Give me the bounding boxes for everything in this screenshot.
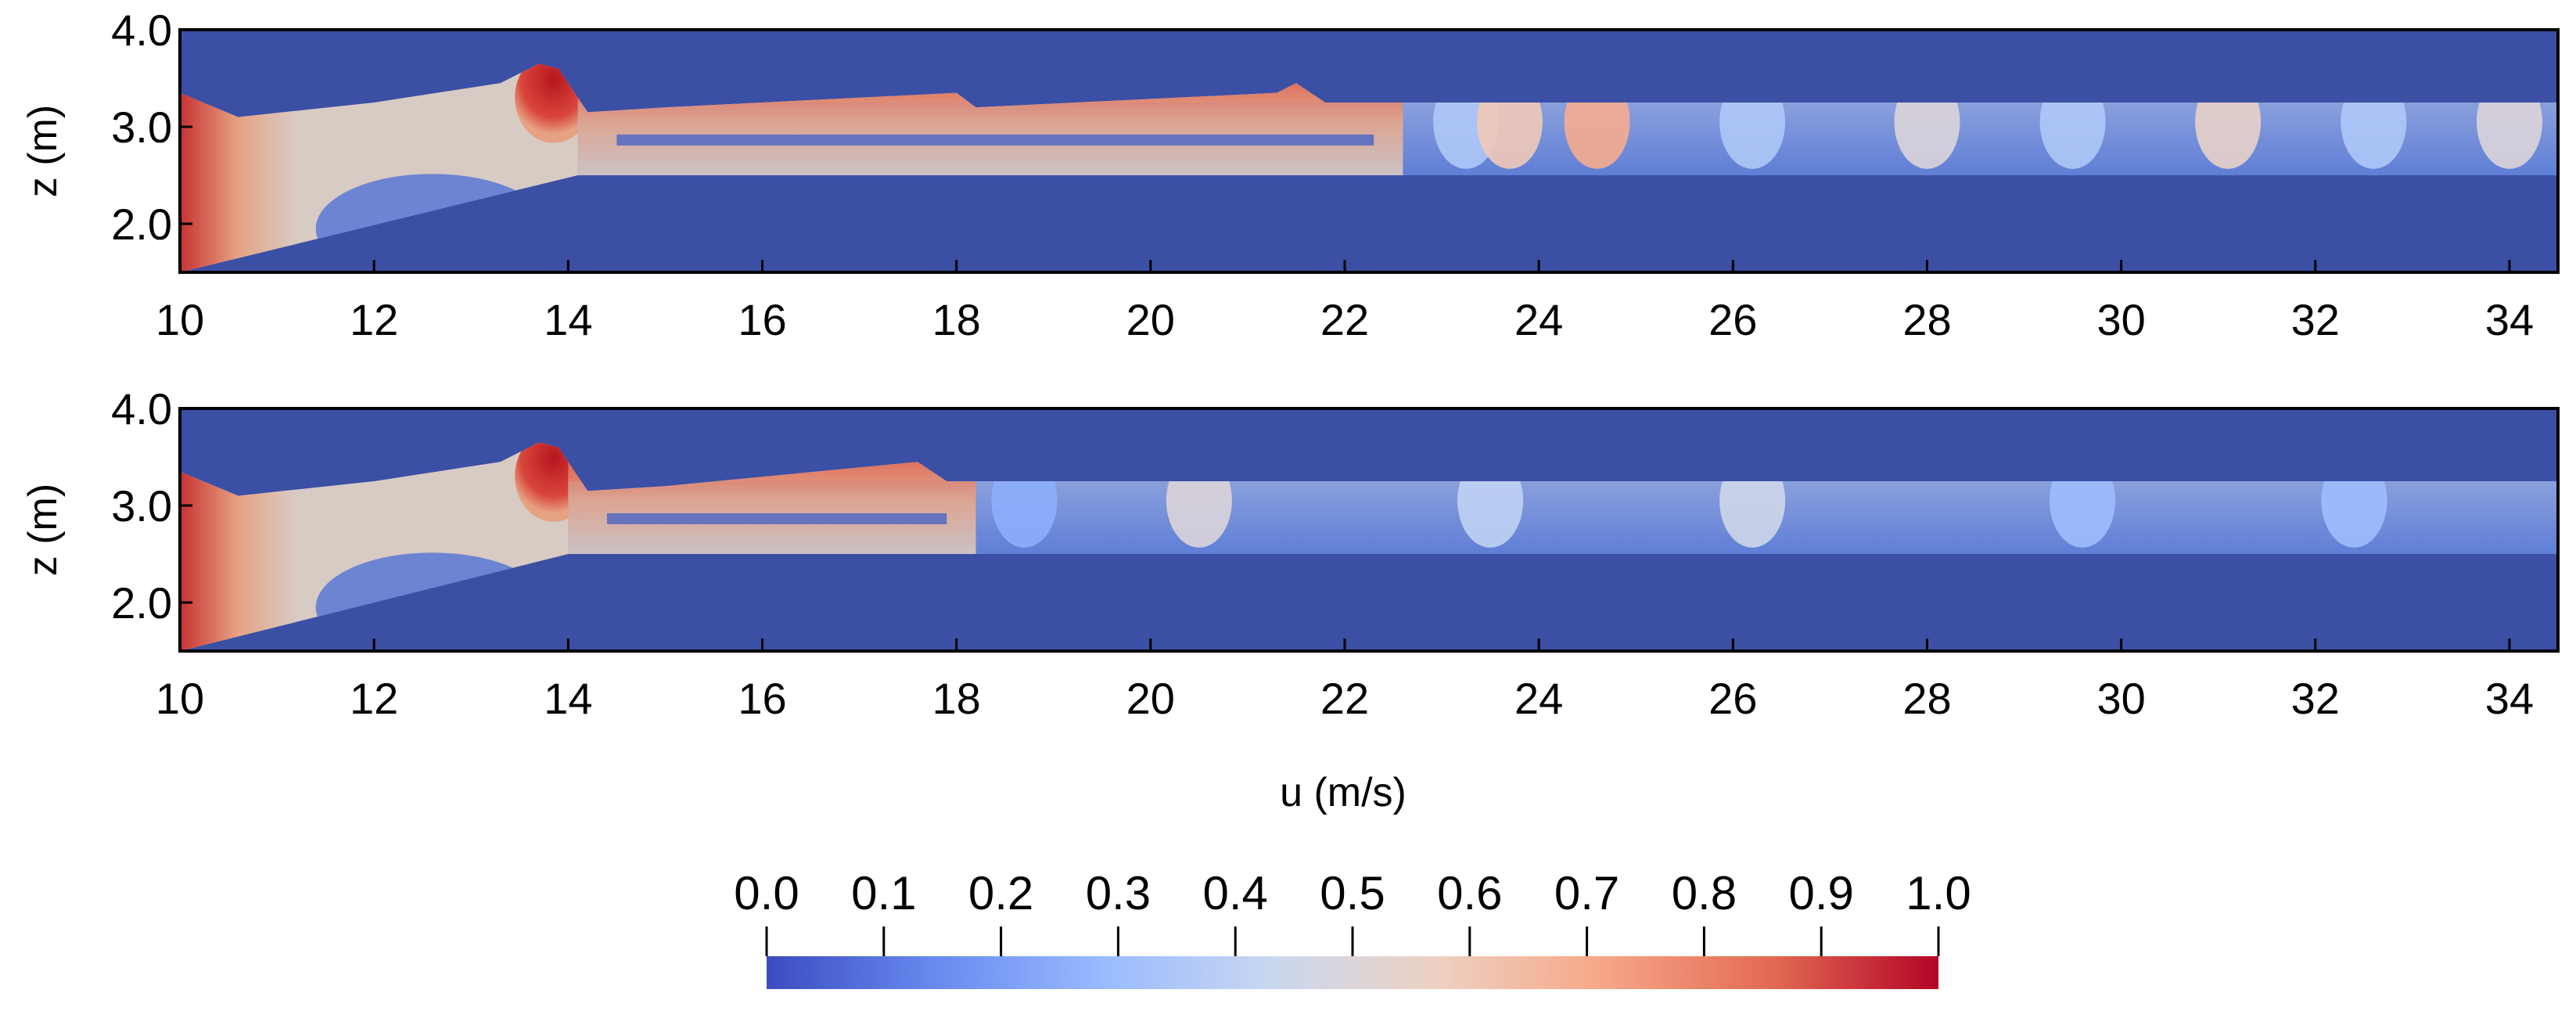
- colorbar-tick-label: 1.0: [1906, 867, 1971, 919]
- x-tick-label: 34: [2485, 674, 2534, 723]
- velocity-field: [180, 30, 2558, 272]
- colorbar-tick-label: 0.0: [734, 867, 799, 919]
- x-tick-label: 32: [2291, 295, 2340, 344]
- x-tick-label: 10: [156, 295, 204, 344]
- y-tick-label: 4.0: [111, 5, 172, 55]
- x-tick-label: 16: [738, 674, 786, 723]
- colorbar-tick-label: 0.4: [1202, 867, 1267, 919]
- x-tick-label: 16: [738, 295, 786, 344]
- x-tick-label: 24: [1514, 674, 1563, 723]
- colorbar-tick-label: 0.9: [1788, 867, 1853, 919]
- x-tick-label: 30: [2096, 674, 2145, 723]
- x-tick-label: 14: [544, 295, 592, 344]
- y-tick-label: 3.0: [111, 103, 172, 152]
- y-tick-label: 3.0: [111, 481, 172, 531]
- colorbar-tick-label: 0.6: [1437, 867, 1502, 919]
- x-tick-label: 24: [1514, 295, 1563, 344]
- plot-frame: [178, 28, 2560, 274]
- colorbar-gradient: [767, 956, 1938, 989]
- x-tick-label: 32: [2291, 674, 2340, 723]
- y-tick-label: 2.0: [111, 200, 172, 249]
- shear-stripe: [616, 134, 1374, 146]
- x-tick-label: 14: [544, 674, 592, 723]
- x-tick-label: 26: [1708, 295, 1757, 344]
- x-axis-title: u (m/s): [1280, 770, 1407, 815]
- x-tick-label: 22: [1320, 674, 1369, 723]
- velocity-field: [180, 408, 2558, 651]
- x-tick-label: 12: [350, 295, 398, 344]
- y-axis-title: z (m): [20, 484, 66, 576]
- colorbar-tick-label: 0.7: [1554, 867, 1619, 919]
- x-tick-label: 18: [932, 295, 981, 344]
- x-tick-label: 30: [2096, 295, 2145, 344]
- y-tick-label: 2.0: [111, 578, 172, 628]
- colorbar-tick-label: 0.5: [1320, 867, 1385, 919]
- x-tick-label: 10: [156, 674, 204, 723]
- colorbar-tick-label: 0.2: [968, 867, 1033, 919]
- panels: 10 12 14 16 18 20 22 24 26 28 30 32 34 2.0 3.0 4.0 z (m)…: [20, 5, 2560, 723]
- bottom-panel: 10 12 14 16 18 20 22 24 26 28 30 32 34 2.0 3.0 4.0 z (m): [20, 384, 2560, 723]
- y-tick-label: 4.0: [111, 384, 172, 434]
- x-tick-label: 28: [1902, 295, 1951, 344]
- colorbar: 0.0 0.1 0.2 0.3 0.4 0.5 0.6 0.7 0.8 0.9 1.0: [734, 867, 1971, 989]
- x-tick-label: 28: [1902, 674, 1951, 723]
- shear-stripe: [606, 513, 947, 524]
- x-tick-label: 26: [1708, 674, 1757, 723]
- plot-frame: [178, 407, 2560, 653]
- x-axis-title-group: u (m/s): [1280, 770, 1407, 815]
- x-tick-label: 12: [350, 674, 398, 723]
- y-axis-title: z (m): [20, 105, 66, 197]
- top-panel: 10 12 14 16 18 20 22 24 26 28 30 32 34 2.0 3.0 4.0 z (m): [20, 5, 2560, 344]
- x-tick-label: 20: [1126, 674, 1175, 723]
- x-tick-label: 22: [1320, 295, 1369, 344]
- x-tick-label: 18: [932, 674, 981, 723]
- x-tick-label: 20: [1126, 295, 1175, 344]
- colorbar-tick-label: 0.1: [851, 867, 916, 919]
- x-tick-label: 34: [2485, 295, 2534, 344]
- colorbar-tick-label: 0.8: [1672, 867, 1737, 919]
- colorbar-tick-label: 0.3: [1086, 867, 1151, 919]
